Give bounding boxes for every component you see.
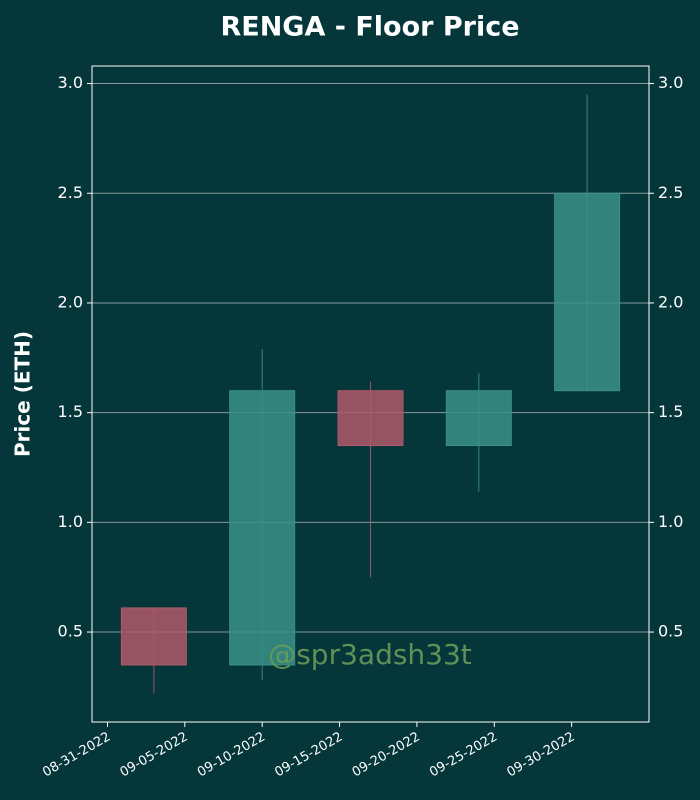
x-tick-label: 09-05-2022 [118, 730, 191, 781]
y2-tick-label: 3.0 [658, 73, 683, 92]
y2-tick-label: 2.0 [658, 292, 683, 311]
y-tick-label: 2.5 [58, 183, 83, 202]
x-tick-label: 08-31-2022 [40, 730, 113, 781]
y-tick-label: 1.0 [58, 512, 83, 531]
x-tick-label: 09-30-2022 [504, 730, 577, 781]
y-tick-label: 3.0 [58, 73, 83, 92]
y-tick-label: 0.5 [58, 622, 83, 641]
y-tick-label: 2.0 [58, 292, 83, 311]
x-tick-label: 09-15-2022 [272, 730, 345, 781]
y-axis-label: Price (ETH) [11, 331, 35, 457]
x-tick-label: 09-20-2022 [350, 730, 423, 781]
y2-tick-label: 1.0 [658, 512, 683, 531]
y2-tick-label: 0.5 [658, 622, 683, 641]
chart-title: RENGA - Floor Price [220, 12, 519, 43]
y2-tick-label: 1.5 [658, 402, 683, 421]
y2-tick-label: 2.5 [658, 183, 683, 202]
watermark: @spr3adsh33t [268, 638, 472, 671]
y-tick-label: 1.5 [58, 402, 83, 421]
x-tick-label: 09-10-2022 [195, 730, 268, 781]
plot-frame [91, 65, 650, 723]
x-tick-label: 09-25-2022 [427, 730, 500, 781]
